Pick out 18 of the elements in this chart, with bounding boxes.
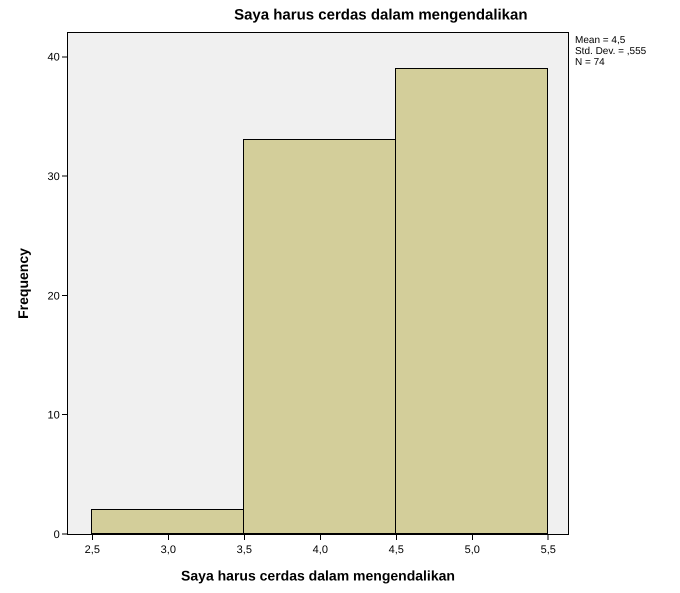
x-tick-label: 4,5 [388, 544, 404, 556]
text: N = 74 [575, 57, 606, 68]
y-tick-label: 0 [54, 528, 60, 541]
text: Mean = 4,5 [575, 35, 626, 46]
y-tick-label: 30 [48, 170, 60, 183]
x-tick-label: 5,5 [540, 544, 556, 556]
y-tick-label: 10 [48, 410, 60, 422]
y-axis-title: Frequency [15, 248, 32, 319]
y-tick-label: 40 [48, 52, 60, 64]
x-tick-label: 2,5 [84, 544, 100, 556]
x-axis-title: Saya harus cerdas dalam mengendalikan [181, 568, 455, 584]
x-tick-label: 4,0 [312, 544, 328, 556]
y-tick-label: 20 [48, 290, 60, 302]
x-tick-label: 3,5 [236, 544, 252, 556]
x-tick-label: 5,0 [464, 544, 480, 556]
chart-title: Saya harus cerdas dalam mengendalikan [234, 6, 528, 24]
x-tick-label: 3,0 [160, 544, 176, 556]
text: Std. Dev. = ,555 [575, 46, 647, 57]
